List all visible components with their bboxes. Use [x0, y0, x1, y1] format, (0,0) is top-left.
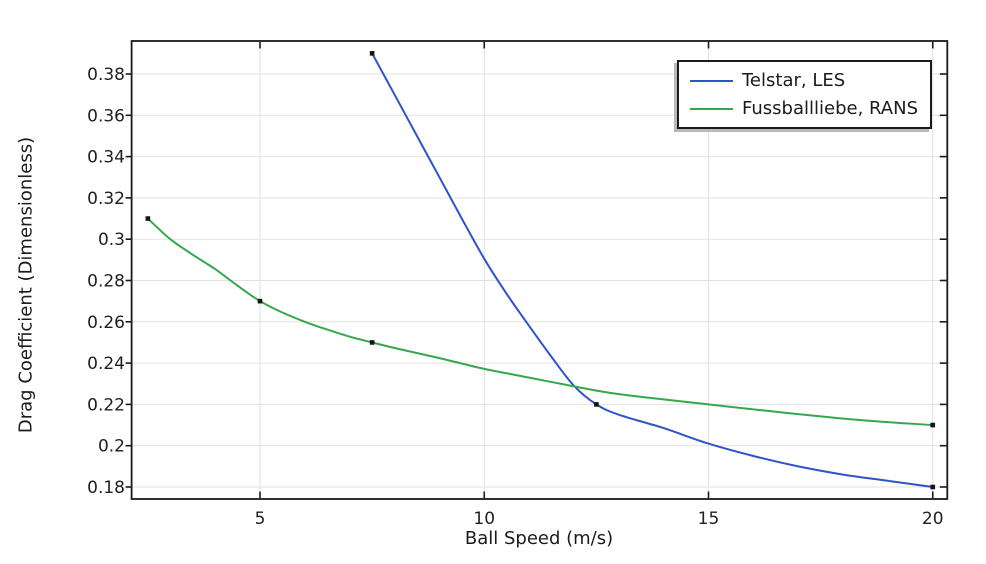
y-tick-label: 0.32 [87, 189, 125, 209]
y-tick-label: 0.26 [87, 313, 125, 333]
data-point-marker [369, 340, 375, 345]
x-tick-label: 5 [255, 509, 266, 529]
telstar-line-swatch [690, 79, 733, 82]
y-tick-label: 0.36 [87, 106, 125, 126]
series-line-fussballliebe [146, 217, 934, 427]
data-point-marker [369, 51, 375, 56]
y-axis-label: Drag Coefficient (Dimensionless) [15, 136, 37, 434]
x-tick-label: 10 [473, 509, 495, 529]
y-tick-label: 0.34 [87, 148, 125, 168]
data-point-marker [257, 298, 263, 304]
y-tick-label: 0.24 [87, 354, 125, 374]
fussballliebe-line-swatch [690, 107, 733, 110]
y-tick-label: 0.28 [87, 272, 125, 292]
y-tick-label: 0.2 [98, 437, 125, 457]
legend-entry-telstar: Telstar, LES [690, 67, 930, 95]
x-axis-label: Ball Speed (m/s) [464, 528, 614, 549]
legend-label: Fussballliebe, RANS [742, 98, 918, 119]
x-tick-label: 20 [922, 509, 944, 529]
data-point-marker [930, 484, 936, 490]
plot-frame [130, 40, 949, 500]
y-tick-label: 0.38 [87, 65, 125, 85]
y-tick-label: 0.3 [98, 230, 125, 250]
x-tick-label: 15 [698, 509, 720, 529]
data-point-marker [145, 216, 151, 221]
y-tick-label: 0.22 [87, 395, 125, 415]
y-tick-label: 0.18 [87, 478, 125, 498]
legend-label: Telstar, LES [742, 70, 846, 91]
data-point-marker [594, 402, 599, 407]
legend-box: Telstar, LES Fussballliebe, RANS [677, 60, 932, 129]
data-point-marker [930, 422, 936, 428]
legend-entry-fussballliebe: Fussballliebe, RANS [690, 95, 930, 123]
